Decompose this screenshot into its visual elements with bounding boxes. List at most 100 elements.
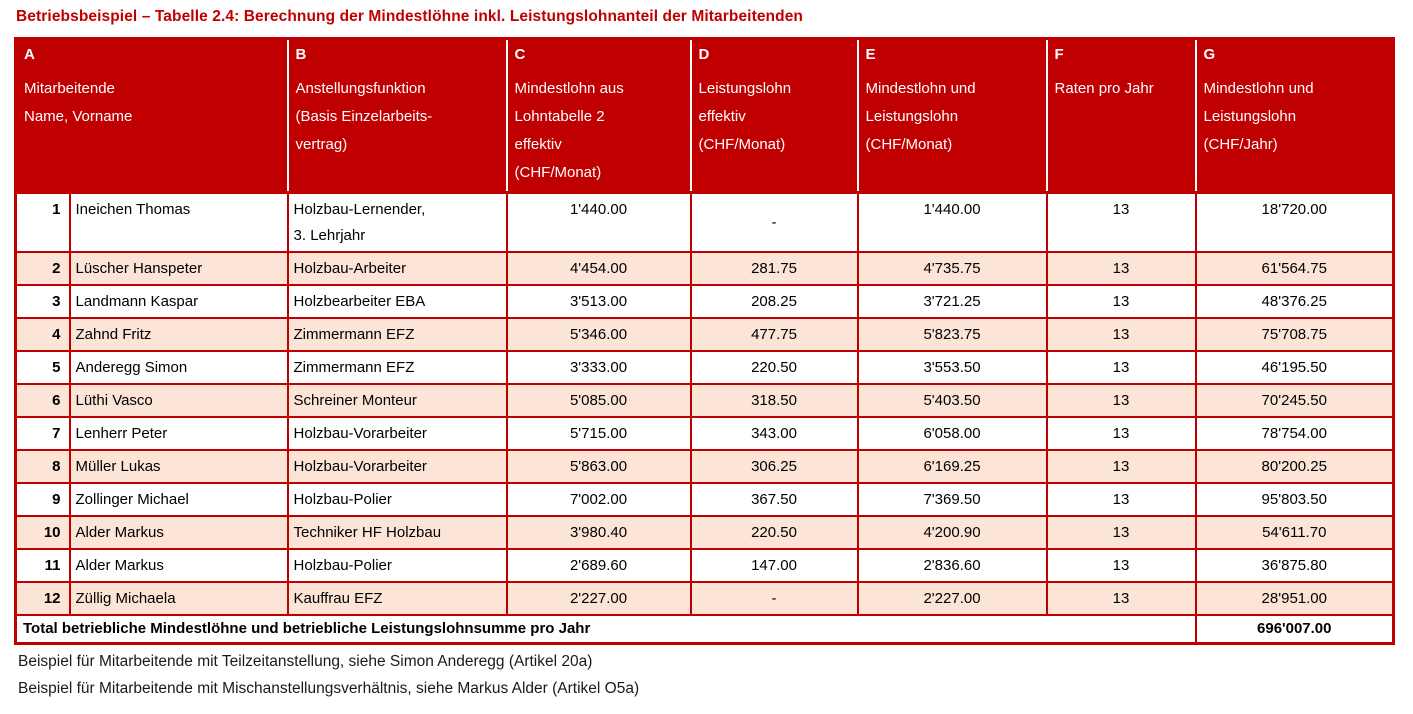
column-header-line: Leistungslohn: [1203, 108, 1297, 125]
table-row: 2 Lüscher Hanspeter Holzbau-Arbeiter 4'454.…: [14, 251, 1395, 286]
table-row: 5 Anderegg Simon Zimmermann EFZ 3'333.00 220…: [14, 350, 1395, 385]
performance-wage-cell: 367.50: [689, 482, 859, 517]
column-header-line: Mitarbeitende: [24, 80, 115, 97]
column-letter: B: [295, 46, 307, 63]
installments-cell: 13: [1045, 515, 1197, 550]
column-letter: E: [865, 46, 876, 63]
combined-wage-year-cell: 48'376.25: [1194, 284, 1395, 319]
employee-name-cell: Alder Markus: [68, 548, 289, 583]
employment-function-cell: Holzbau-Arbeiter: [286, 251, 508, 286]
table-row: 8 Müller Lukas Holzbau-Vorarbeiter 5'863.00…: [14, 449, 1395, 484]
column-header-line: (CHF/Monat): [514, 164, 602, 181]
employment-function-cell: Schreiner Monteur: [286, 383, 508, 418]
installments-cell: 13: [1045, 317, 1197, 352]
row-number-cell: 10: [14, 515, 71, 550]
column-header-f: F Raten pro Jahr: [1045, 38, 1196, 194]
combined-wage-year-cell: 70'245.50: [1194, 383, 1395, 418]
min-wage-month-cell: 1'440.00: [505, 191, 692, 253]
column-header-line: (Basis Einzelarbeits-: [295, 108, 433, 125]
employee-name-cell: Zollinger Michael: [68, 482, 289, 517]
total-value: 696'007.00: [1194, 614, 1395, 645]
min-wage-month-cell: 5'715.00: [505, 416, 692, 451]
table-row: 10 Alder Markus Techniker HF Holzbau 3'980.…: [14, 515, 1395, 550]
column-letter: D: [698, 46, 710, 63]
combined-wage-month-cell: 4'735.75: [856, 251, 1048, 286]
combined-wage-month-cell: 2'227.00: [856, 581, 1048, 616]
total-label: Total betriebliche Mindestlöhne und betr…: [14, 614, 1197, 645]
combined-wage-year-cell: 61'564.75: [1194, 251, 1395, 286]
footnote-line: Beispiel für Mitarbeitende mit Teilzeita…: [18, 653, 593, 670]
column-header-line: (CHF/Monat): [698, 136, 786, 153]
column-header-line: (CHF/Monat): [865, 136, 953, 153]
performance-wage-cell: 306.25: [689, 449, 859, 484]
footnote-line: Beispiel für Mitarbeitende mit Mischanst…: [18, 680, 640, 697]
employment-function-cell: Holzbau-Vorarbeiter: [286, 416, 508, 451]
employment-function-cell: Holzbau-Polier: [286, 482, 508, 517]
employment-function-cell: Techniker HF Holzbau: [286, 515, 508, 550]
min-wage-month-cell: 2'689.60: [505, 548, 692, 583]
performance-wage-cell: 281.75: [689, 251, 859, 286]
min-wage-month-cell: 5'085.00: [505, 383, 692, 418]
combined-wage-month-cell: 1'440.00: [856, 191, 1048, 253]
min-wage-month-cell: 4'454.00: [505, 251, 692, 286]
employee-name-cell: Landmann Kaspar: [68, 284, 289, 319]
installments-cell: 13: [1045, 449, 1197, 484]
min-wage-month-cell: 3'333.00: [505, 350, 692, 385]
employee-name-cell: Lüthi Vasco: [68, 383, 289, 418]
column-header-a: A Mitarbeitende Name, Vorname: [15, 38, 288, 194]
combined-wage-month-cell: 5'823.75: [856, 317, 1048, 352]
column-header-line: Leistungslohn: [865, 108, 959, 125]
performance-wage-cell: 318.50: [689, 383, 859, 418]
performance-wage-cell: -: [689, 581, 859, 616]
table-row: 12 Züllig Michaela Kauffrau EFZ 2'227.00-2'…: [14, 581, 1395, 616]
installments-cell: 13: [1045, 581, 1197, 616]
row-number-cell: 6: [14, 383, 71, 418]
combined-wage-year-cell: 46'195.50: [1194, 350, 1395, 385]
column-header-line: Anstellungsfunktion: [295, 80, 426, 97]
wage-table: A Mitarbeitende Name, Vorname B Anstellungsf…: [14, 37, 1396, 645]
employment-function-cell: Holzbau-Polier: [286, 548, 508, 583]
performance-wage-cell: 147.00: [689, 548, 859, 583]
employment-function-cell: Kauffrau EFZ: [286, 581, 508, 616]
performance-wage-cell: 220.50: [689, 515, 859, 550]
min-wage-month-cell: 3'513.00: [505, 284, 692, 319]
table-row: 1 Ineichen Thomas Holzbau-Lernender, 3. Le…: [14, 191, 1395, 253]
employee-name-cell: Züllig Michaela: [68, 581, 289, 616]
employment-function-cell: Holzbearbeiter EBA: [286, 284, 508, 319]
row-number-cell: 8: [14, 449, 71, 484]
installments-cell: 13: [1045, 284, 1197, 319]
installments-cell: 13: [1045, 548, 1197, 583]
combined-wage-month-cell: 6'058.00: [856, 416, 1048, 451]
combined-wage-year-cell: 78'754.00: [1194, 416, 1395, 451]
column-header-line: (CHF/Jahr): [1203, 136, 1278, 153]
footnotes: Beispiel für Mitarbeitende mit Teilzeita…: [18, 648, 639, 702]
installments-cell: 13: [1045, 383, 1197, 418]
combined-wage-month-cell: 3'721.25: [856, 284, 1048, 319]
min-wage-month-cell: 2'227.00: [505, 581, 692, 616]
column-letter: G: [1203, 46, 1216, 63]
row-number-cell: 9: [14, 482, 71, 517]
row-number-cell: 11: [14, 548, 71, 583]
row-number-cell: 5: [14, 350, 71, 385]
combined-wage-year-cell: 28'951.00: [1194, 581, 1395, 616]
employment-function-cell: Holzbau-Lernender, 3. Lehrjahr: [286, 191, 508, 253]
combined-wage-year-cell: 18'720.00: [1194, 191, 1395, 253]
min-wage-month-cell: 5'863.00: [505, 449, 692, 484]
page-title: Betriebsbeispiel – Tabelle 2.4: Berechnu…: [16, 8, 803, 25]
column-header-line: Mindestlohn und: [865, 80, 976, 97]
column-header-c: C Mindestlohn aus Lohntabelle 2 effektiv (CH…: [505, 38, 691, 194]
installments-cell: 13: [1045, 416, 1197, 451]
combined-wage-year-cell: 75'708.75: [1194, 317, 1395, 352]
min-wage-month-cell: 3'980.40: [505, 515, 692, 550]
combined-wage-year-cell: 95'803.50: [1194, 482, 1395, 517]
employee-name-cell: Lüscher Hanspeter: [68, 251, 289, 286]
column-header-line: Mindestlohn und: [1203, 80, 1314, 97]
installments-cell: 13: [1045, 350, 1197, 385]
column-letter: F: [1054, 46, 1064, 63]
employment-function-cell: Zimmermann EFZ: [286, 350, 508, 385]
combined-wage-month-cell: 6'169.25: [856, 449, 1048, 484]
employee-name-cell: Ineichen Thomas: [68, 191, 289, 253]
table-row: 4 Zahnd Fritz Zimmermann EFZ 5'346.00 477.75…: [14, 317, 1395, 352]
employment-function-cell: Holzbau-Vorarbeiter: [286, 449, 508, 484]
column-header-line: Mindestlohn aus: [514, 80, 624, 97]
